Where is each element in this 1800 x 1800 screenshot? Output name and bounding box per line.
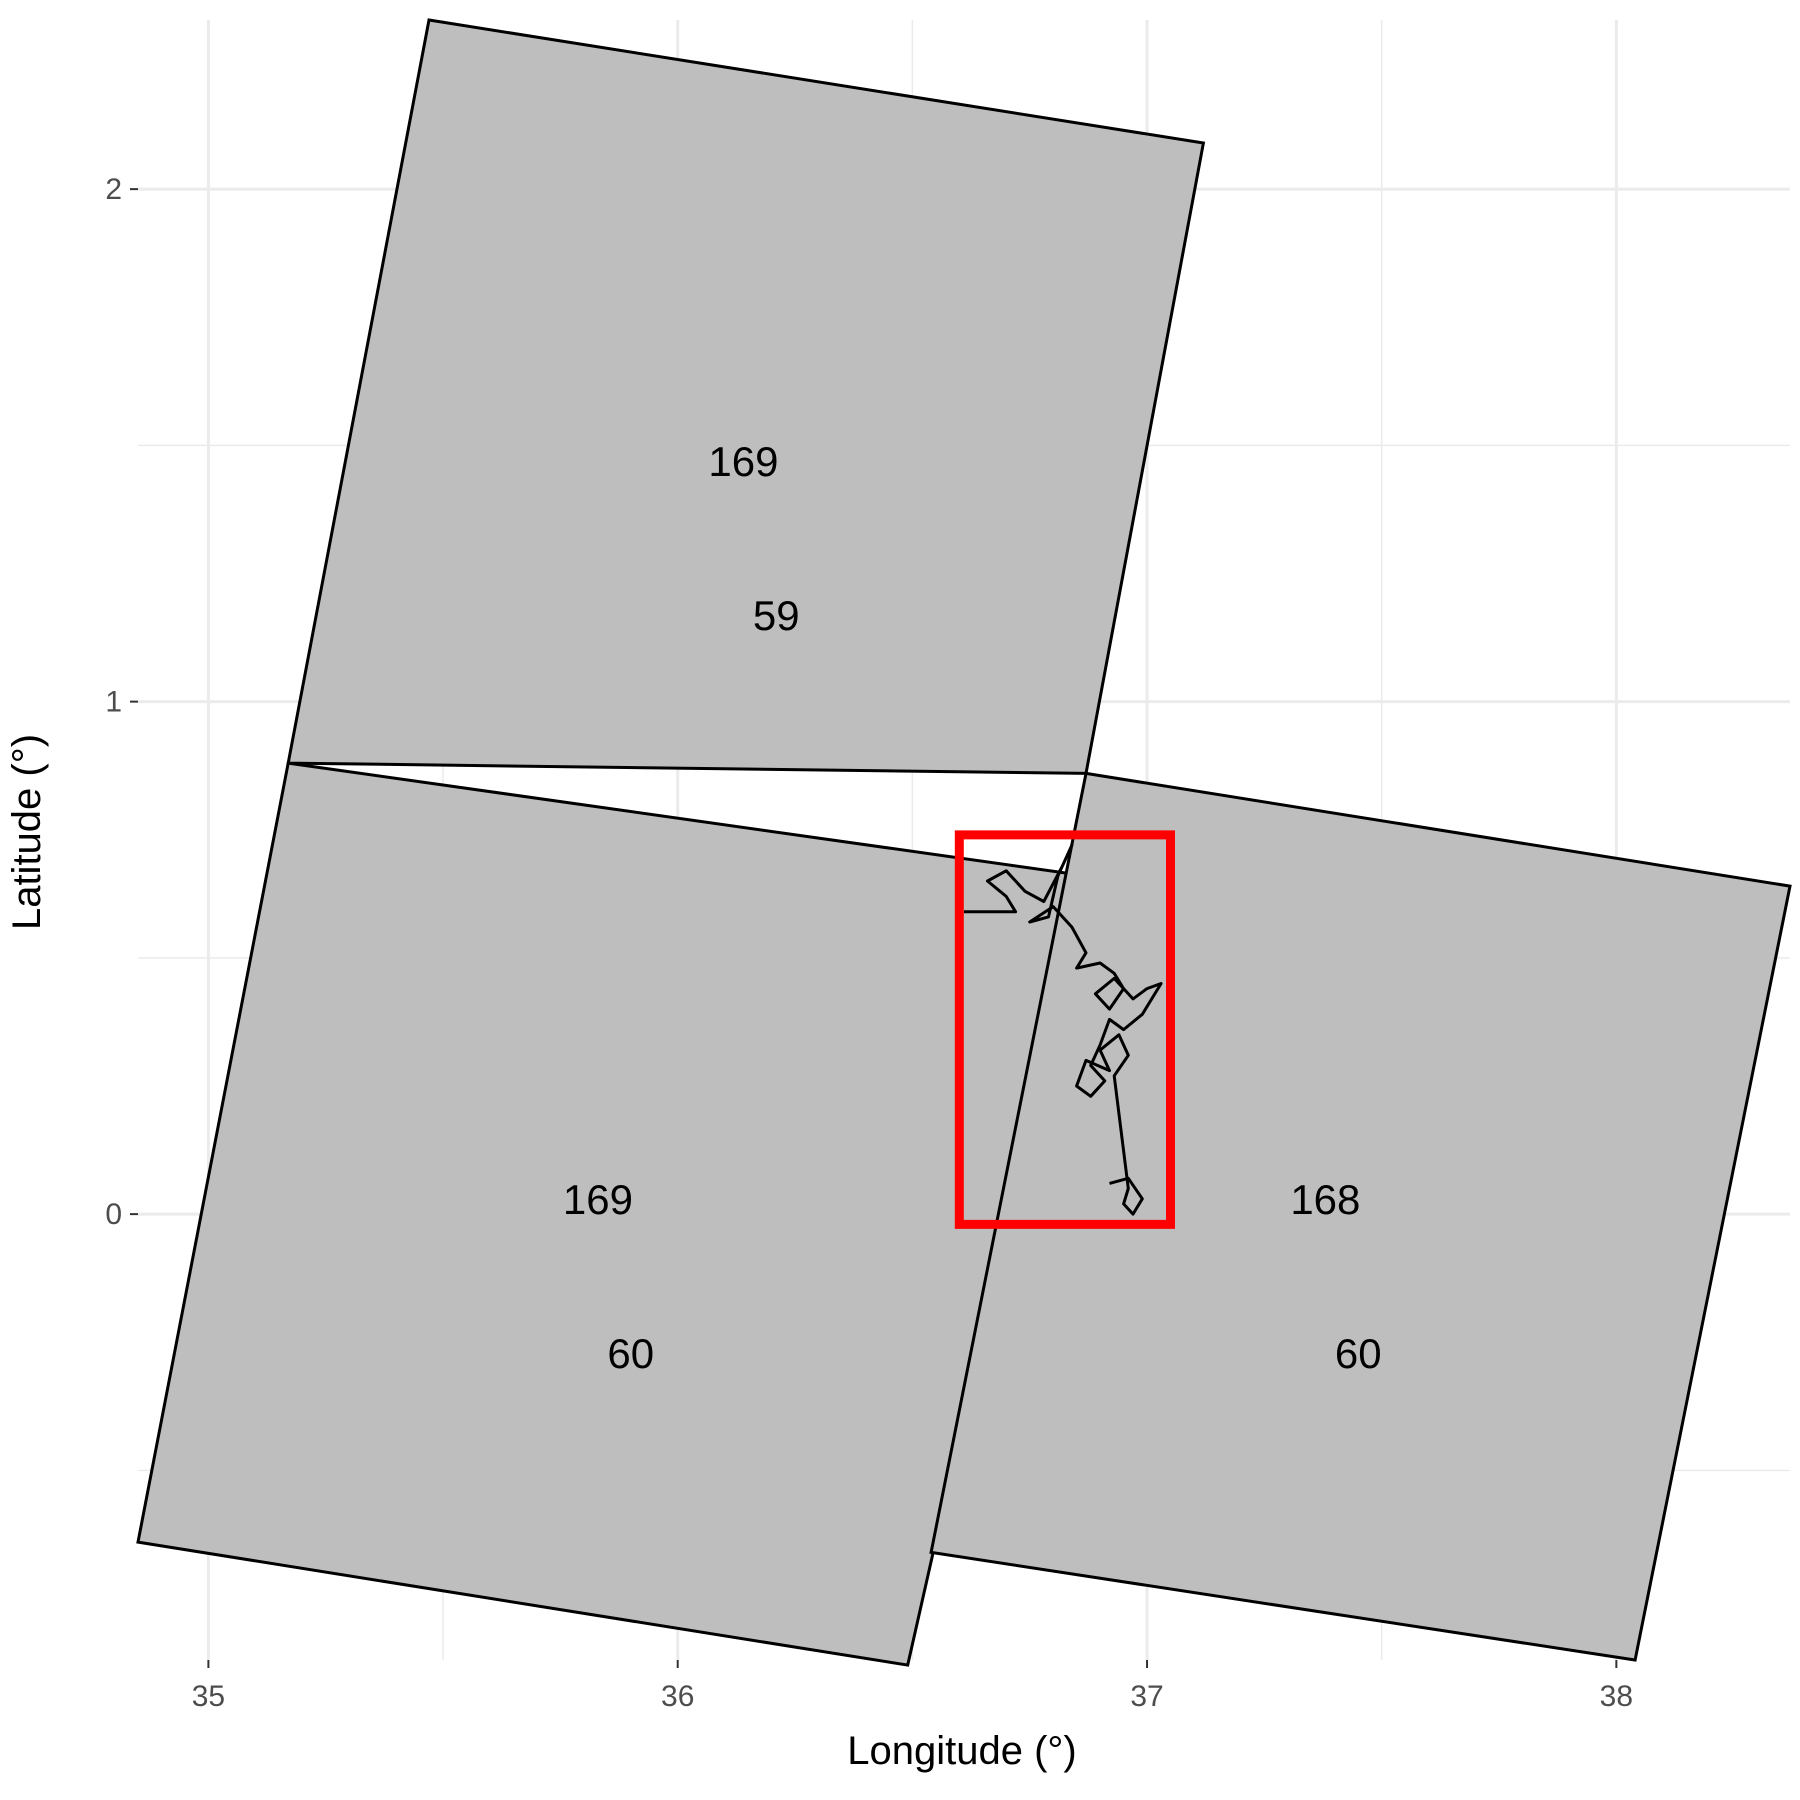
x-tick-label: 37 [1130, 1680, 1163, 1713]
tile-path-label: 169 [708, 438, 778, 485]
tile-polygon [136, 761, 1088, 1667]
tile-polygon [286, 18, 1206, 775]
x-axis-title: Longitude (°) [847, 1729, 1076, 1773]
y-tick-label: 2 [105, 173, 122, 206]
tile-row-label: 59 [753, 592, 800, 639]
tile-row-label: 60 [607, 1330, 654, 1377]
tile-labels: 169 59 169 60 168 60 [563, 438, 1382, 1377]
y-axis-title: Latitude (°) [5, 734, 49, 930]
y-tick-label: 0 [105, 1198, 122, 1231]
animal-track [964, 843, 1163, 1216]
x-tick-label: 35 [192, 1680, 225, 1713]
red-region-rectangle [954, 830, 1175, 1229]
landsat-tiles [136, 18, 1792, 1667]
tile-polygon [929, 771, 1792, 1662]
region-box [954, 830, 1175, 1229]
x-tick-label: 38 [1600, 1680, 1633, 1713]
y-tick-label: 1 [105, 686, 122, 719]
tile-path-label: 168 [1290, 1176, 1360, 1223]
axes: 35 36 37 38 0 1 2 [105, 173, 1633, 1713]
tile-row-label: 60 [1335, 1330, 1382, 1377]
x-tick-label: 36 [661, 1680, 694, 1713]
track-line [964, 843, 1163, 1216]
tile-path-label: 169 [563, 1176, 633, 1223]
